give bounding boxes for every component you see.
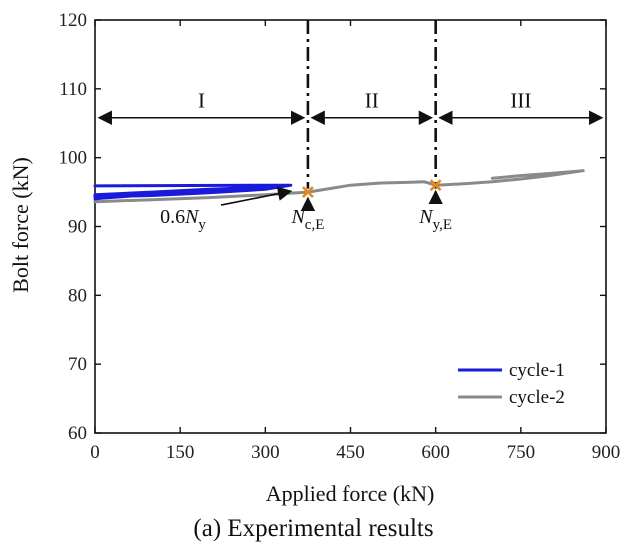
point-marker bbox=[429, 179, 442, 192]
x-tick-label: 900 bbox=[592, 442, 621, 463]
series-line-cycle-2 bbox=[93, 169, 585, 204]
x-tick-label: 150 bbox=[166, 442, 195, 463]
region-label: III bbox=[510, 89, 531, 113]
x-tick-label: 0 bbox=[90, 442, 100, 463]
annotation-main: 0.6N bbox=[160, 206, 200, 228]
series-lines bbox=[93, 169, 585, 204]
x-tick-label: 600 bbox=[421, 442, 450, 463]
y-tick-label: 120 bbox=[59, 10, 88, 31]
legend-label: cycle-1 bbox=[509, 360, 565, 381]
x-tick-label: 450 bbox=[336, 442, 365, 463]
point-markers bbox=[301, 179, 442, 199]
x-axis-title: Applied force (kN) bbox=[266, 481, 435, 506]
annotation-subscript: y,E bbox=[433, 217, 452, 233]
point-marker bbox=[301, 186, 314, 199]
region-label: II bbox=[365, 89, 379, 113]
figure-caption: (a) Experimental results bbox=[193, 515, 434, 542]
annotation-main: 0.6 bbox=[160, 206, 185, 228]
boundary-lines bbox=[306, 20, 437, 189]
y-axis-title: Bolt force (kN) bbox=[8, 157, 33, 293]
annotation-arrow bbox=[220, 186, 293, 206]
y-tick-label: 80 bbox=[68, 285, 87, 306]
y-tick-label: 90 bbox=[68, 217, 87, 238]
annotation-subscript: c,E bbox=[305, 217, 325, 233]
y-tick-label: 60 bbox=[68, 423, 87, 444]
annotation-main: N bbox=[184, 206, 200, 228]
annotation-label: 0.6Ny bbox=[160, 206, 206, 233]
x-tick-label: 750 bbox=[507, 442, 536, 463]
annotation-main: N bbox=[418, 206, 434, 228]
annotation-main: N bbox=[290, 206, 306, 228]
annotation-label: Nc,E bbox=[290, 206, 324, 233]
legend: cycle-1 cycle-2 bbox=[458, 360, 565, 408]
x-tick-label: 300 bbox=[251, 442, 280, 463]
marker-stroke bbox=[429, 179, 442, 192]
annotations: 0.6Ny Nc,E Ny,E bbox=[160, 186, 452, 233]
y-tick-label: 70 bbox=[68, 354, 87, 375]
marker-stroke bbox=[301, 186, 314, 199]
series-line-cycle-1 bbox=[93, 183, 293, 201]
legend-label: cycle-2 bbox=[509, 387, 565, 408]
annotation-label: Ny,E bbox=[418, 206, 452, 233]
region-label: I bbox=[198, 89, 205, 113]
annotation-subscript: y bbox=[198, 217, 206, 233]
y-tick-label: 110 bbox=[59, 79, 87, 100]
y-tick-label: 100 bbox=[59, 148, 88, 169]
region-arrows: I II III bbox=[97, 89, 604, 125]
axis-ticks: 0 150 300 450 600 750 900 60 70 80 90 100 110 120 bbox=[59, 10, 621, 463]
